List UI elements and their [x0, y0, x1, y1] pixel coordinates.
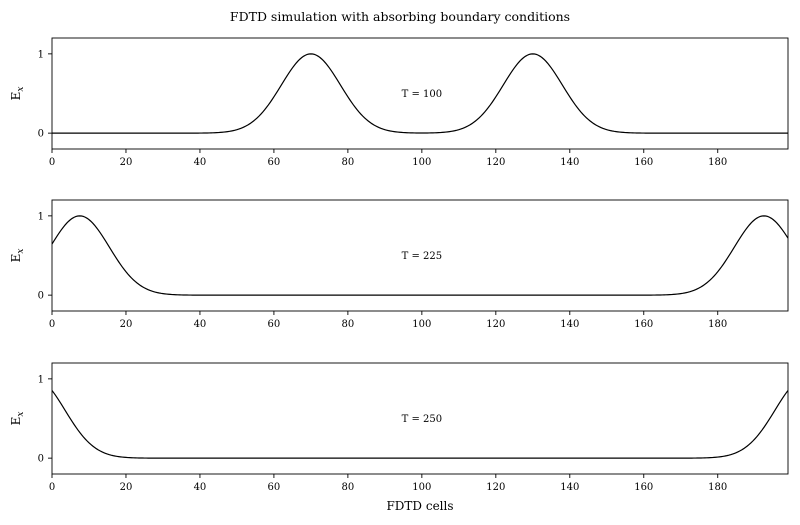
- y-tick-label: 0: [38, 291, 44, 302]
- x-tick-label: 160: [634, 157, 653, 168]
- x-tick-label: 80: [342, 319, 355, 330]
- x-tick-label: 40: [194, 319, 207, 330]
- x-tick-label: 100: [412, 157, 431, 168]
- x-tick-label: 20: [120, 482, 133, 493]
- y-tick-label: 1: [38, 211, 44, 222]
- panel-3: 0 20 40 60 80 100 120 140 160 180 0 1 T = 250 Ex: [9, 362, 789, 493]
- y-tick-label: 1: [38, 374, 44, 385]
- x-tick-label: 120: [486, 319, 505, 330]
- x-tick-label: 80: [342, 157, 355, 168]
- x-tick-label: 140: [560, 319, 579, 330]
- x-tick-label: 100: [412, 482, 431, 493]
- time-step-annotation: T = 250: [402, 414, 443, 425]
- x-tick-label: 80: [342, 482, 355, 493]
- x-tick-label: 20: [120, 157, 133, 168]
- x-tick-label: 60: [268, 319, 281, 330]
- x-tick-label: 180: [708, 157, 727, 168]
- y-axis-label: Ex: [9, 249, 26, 263]
- y-tick-label: 1: [38, 49, 44, 60]
- x-tick-label: 120: [486, 157, 505, 168]
- y-tick-label: 0: [38, 129, 44, 140]
- x-tick-label: 0: [49, 482, 55, 493]
- plot-frame: [51, 199, 789, 312]
- plot-frame: [51, 362, 789, 475]
- x-tick-label: 60: [268, 482, 281, 493]
- x-tick-label: 180: [708, 319, 727, 330]
- plot-frame: [51, 37, 789, 150]
- x-tick-label: 40: [194, 157, 207, 168]
- x-tick-label: 0: [49, 157, 55, 168]
- x-tick-label: 0: [49, 319, 55, 330]
- x-tick-label: 20: [120, 319, 133, 330]
- x-tick-label: 100: [412, 319, 431, 330]
- ex-field-line: [52, 390, 788, 459]
- x-tick-label: 160: [634, 482, 653, 493]
- y-tick-label: 0: [38, 454, 44, 465]
- x-tick-label: 40: [194, 482, 207, 493]
- y-axis-label: Ex: [9, 87, 26, 101]
- x-tick-label: 120: [486, 482, 505, 493]
- time-step-annotation: T = 225: [402, 251, 443, 262]
- x-tick-label: 140: [560, 157, 579, 168]
- x-axis-label: FDTD cells: [386, 499, 453, 513]
- y-axis-label: Ex: [9, 412, 26, 426]
- ex-field-line: [52, 215, 788, 296]
- x-tick-label: 140: [560, 482, 579, 493]
- figure-title: FDTD simulation with absorbing boundary …: [230, 9, 570, 24]
- panel-2: 0 20 40 60 80 100 120 140 160 180 0 1 T = 225 Ex: [9, 199, 789, 330]
- panel-1: 0 20 40 60 80 100 120 140 160 180 0 1 T = 100 Ex: [9, 37, 789, 168]
- x-tick-label: 180: [708, 482, 727, 493]
- time-step-annotation: T = 100: [402, 89, 443, 100]
- ex-field-line: [52, 53, 788, 134]
- x-tick-label: 60: [268, 157, 281, 168]
- x-tick-label: 160: [634, 319, 653, 330]
